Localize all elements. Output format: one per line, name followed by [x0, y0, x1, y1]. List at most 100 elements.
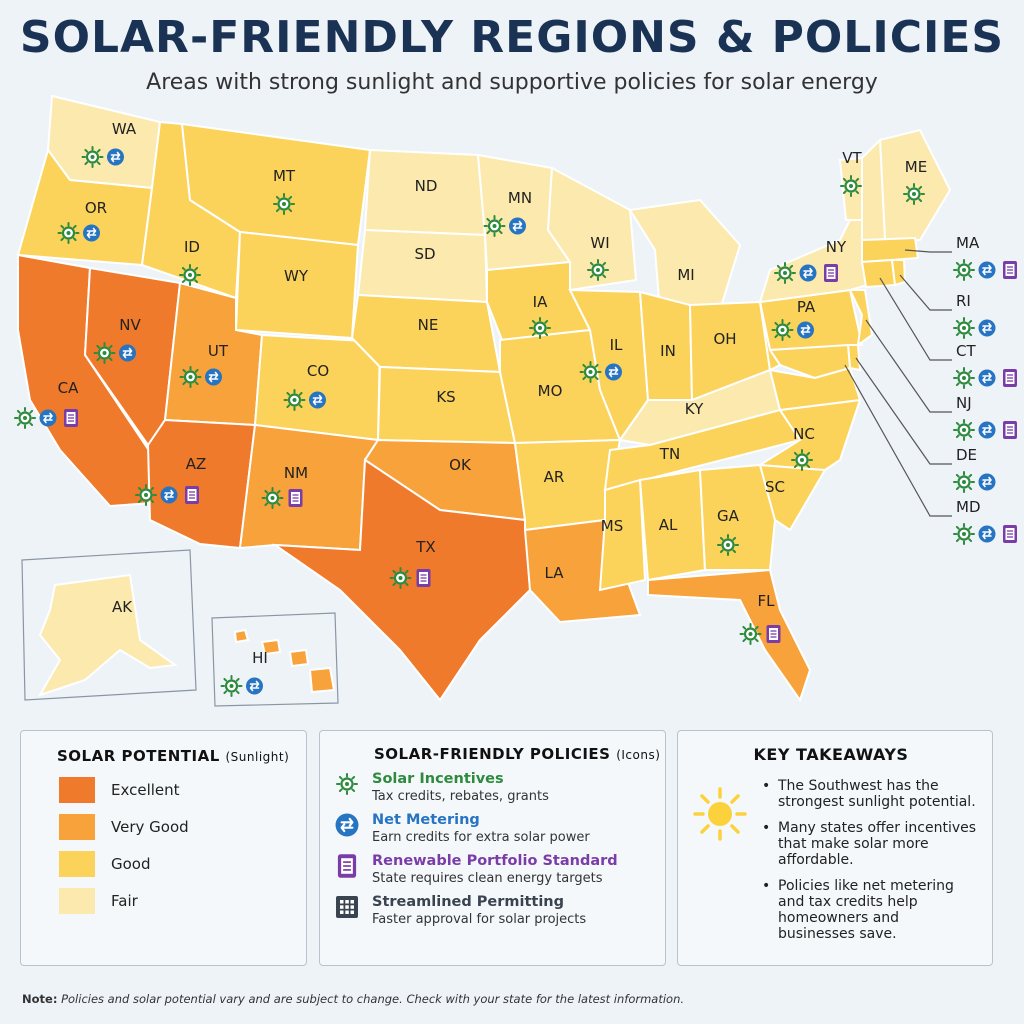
state-or-incentive-icon	[57, 221, 80, 245]
state-nv-incentive-icon	[93, 341, 116, 365]
legend-item-excellent: Excellent	[59, 777, 306, 803]
state-ny-net-metering-icon	[798, 263, 818, 283]
state-ga[interactable]	[698, 463, 777, 571]
state-label-nm: NM	[284, 464, 308, 482]
state-label-ak: AK	[112, 598, 133, 616]
callout-md-rps-icon	[1002, 524, 1018, 544]
state-label-me: ME	[905, 158, 927, 176]
state-label-mo: MO	[538, 382, 563, 400]
state-label-sc: SC	[765, 478, 785, 496]
callout-ma-incentive-icon	[952, 258, 976, 282]
leader-line-ct	[879, 277, 952, 361]
state-fl-rps-icon	[765, 624, 782, 644]
state-label-wi: WI	[590, 234, 609, 252]
state-nc-incentive-icon	[790, 448, 814, 472]
state-label-or: OR	[85, 199, 107, 217]
state-co-incentive-icon	[283, 388, 306, 412]
state-wy[interactable]	[234, 230, 360, 340]
state-label-mn: MN	[508, 189, 532, 207]
state-va[interactable]	[768, 366, 862, 412]
leader-line-ma	[904, 249, 952, 253]
us-map: WA OR CA NV ID MT WY UT CO AZ NM ND SD NE KS OK TX MN IA MO…	[13, 94, 1018, 707]
state-label-fl: FL	[758, 592, 776, 610]
callout-ct-net-metering-icon	[977, 368, 997, 388]
state-nm[interactable]	[238, 423, 380, 552]
policy-item-incentive: Solar Incentives Tax credits, rebates, gr…	[334, 771, 665, 804]
state-az[interactable]	[146, 418, 257, 550]
callout-ri-incentive-icon	[952, 316, 976, 340]
state-label-ok: OK	[449, 456, 472, 474]
state-wv[interactable]	[759, 301, 782, 372]
state-label-sd: SD	[414, 245, 435, 263]
state-wa-incentive-icon	[81, 145, 104, 169]
state-nj[interactable]	[848, 289, 874, 348]
takeaway-item: • The Southwest has the strongest sunligh…	[762, 778, 978, 810]
state-label-ne: NE	[418, 316, 439, 334]
callout-ct-incentive-icon	[952, 366, 976, 390]
state-ri[interactable]	[890, 259, 907, 287]
state-ak[interactable]	[37, 573, 178, 697]
state-il-incentive-icon	[579, 360, 602, 384]
page-title: SOLAR-FRIENDLY REGIONS & POLICIES	[19, 12, 1005, 63]
state-ga-incentive-icon	[716, 533, 740, 557]
state-label-oh: OH	[713, 330, 736, 348]
state-label-ks: KS	[436, 388, 455, 406]
state-ut-net-metering-icon	[204, 367, 223, 387]
leader-line-nj	[865, 319, 952, 413]
state-nm-rps-icon	[287, 488, 304, 508]
legend-swatch	[59, 777, 95, 803]
state-pa-net-metering-icon	[796, 320, 815, 340]
state-ca-rps-icon	[63, 408, 79, 428]
legend-label: Good	[111, 855, 151, 873]
state-or-net-metering-icon	[82, 223, 101, 243]
callout-label-de: DE	[956, 446, 977, 464]
sun-icon	[693, 787, 747, 841]
callout-label-md: MD	[956, 498, 981, 516]
state-wa-net-metering-icon	[106, 147, 125, 167]
state-ca-net-metering-icon	[38, 408, 58, 428]
policy-name: Renewable Portfolio Standard	[372, 853, 618, 869]
state-me-incentive-icon	[902, 182, 926, 206]
state-ct[interactable]	[860, 258, 897, 289]
callout-de-incentive-icon	[952, 470, 976, 494]
legend-item-good: Good	[59, 851, 306, 877]
exchange-arrows-icon	[334, 812, 360, 838]
legend-label: Fair	[111, 892, 138, 910]
policy-description: Earn credits for extra solar power	[372, 830, 590, 845]
state-label-hi: HI	[252, 649, 268, 667]
state-co-net-metering-icon	[308, 390, 327, 410]
state-co[interactable]	[253, 333, 382, 442]
state-hi-incentive-icon	[220, 674, 243, 698]
state-label-ky: KY	[685, 400, 704, 418]
takeaways-title: KEY TAKEAWAYS	[753, 745, 909, 764]
state-ma[interactable]	[861, 236, 920, 264]
state-fl[interactable]	[647, 568, 812, 703]
callout-nj-incentive-icon	[952, 418, 976, 442]
state-label-tn: TN	[659, 445, 680, 463]
state-nm-incentive-icon	[261, 486, 284, 510]
state-hi[interactable]	[233, 628, 336, 694]
policy-item-permitting: Streamlined Permitting Faster approval fo…	[334, 894, 665, 927]
policy-item-net-metering: Net Metering Earn credits for extra solar…	[334, 812, 665, 845]
callout-label-ri: RI	[956, 292, 971, 310]
state-label-mt: MT	[273, 167, 296, 185]
takeaway-text: Policies like net metering and tax credi…	[778, 878, 954, 942]
state-az-net-metering-icon	[159, 485, 179, 505]
state-label-nv: NV	[119, 316, 141, 334]
state-az-incentive-icon	[134, 483, 158, 507]
callout-ct-rps-icon	[1002, 368, 1018, 388]
state-label-ms: MS	[601, 517, 623, 535]
state-ny-incentive-icon	[773, 261, 797, 285]
state-vt-incentive-icon	[839, 174, 863, 198]
state-mn-net-metering-icon	[508, 216, 527, 236]
state-nh[interactable]	[861, 137, 887, 241]
takeaway-item: • Many states offer incentives that make …	[762, 820, 978, 868]
state-ia-incentive-icon	[528, 316, 552, 340]
key-takeaways-panel: KEY TAKEAWAYS • The Southwest has the str…	[677, 730, 993, 966]
state-ms[interactable]	[598, 478, 647, 592]
state-label-ny: NY	[826, 238, 847, 256]
callout-label-ma: MA	[956, 234, 980, 252]
state-sd[interactable]	[356, 228, 489, 304]
state-label-mi: MI	[677, 266, 694, 284]
legend-item-very-good: Very Good	[59, 814, 306, 840]
